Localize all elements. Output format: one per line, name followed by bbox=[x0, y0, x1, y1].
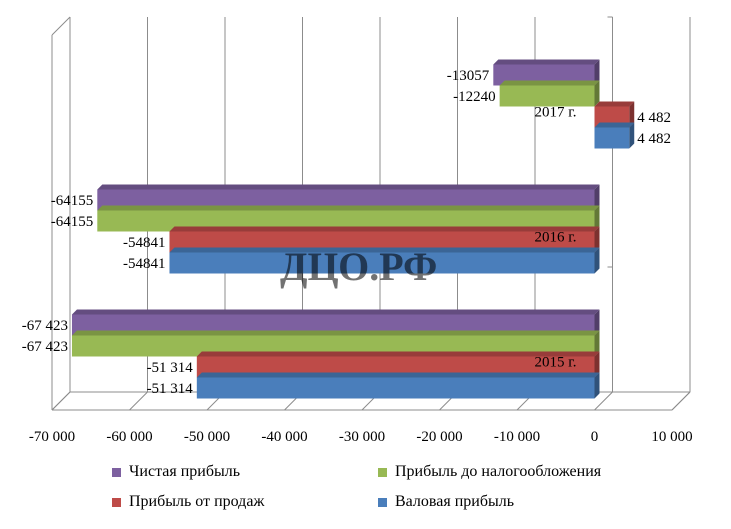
x-tick-label: -40 000 bbox=[261, 429, 307, 445]
bar-side-face bbox=[594, 330, 600, 357]
bar-top-face bbox=[97, 184, 600, 190]
bar-top-face bbox=[71, 309, 600, 315]
bar bbox=[97, 205, 600, 232]
legend-swatch-green bbox=[378, 467, 387, 477]
floor-gridline bbox=[671, 391, 691, 411]
floor-gridline bbox=[51, 391, 71, 411]
data-labels: -67 423 -67 423 -51 314 -51 314 -64155 -64155… bbox=[22, 68, 671, 397]
bar-side-face bbox=[594, 205, 600, 232]
bar-top-face bbox=[196, 372, 600, 378]
data-label: -12240 bbox=[453, 89, 496, 105]
bar-front-face bbox=[594, 127, 630, 149]
x-tick-label: -60 000 bbox=[106, 429, 152, 445]
bar-front-face bbox=[71, 314, 595, 336]
bar-side-face bbox=[594, 351, 600, 378]
bar-front-face bbox=[71, 335, 595, 357]
data-label: -51 314 bbox=[147, 360, 194, 376]
bar bbox=[499, 80, 600, 107]
chart-bars bbox=[71, 59, 635, 399]
bar-top-face bbox=[493, 59, 600, 65]
floor-gridline bbox=[129, 391, 148, 411]
bar-side-face bbox=[629, 122, 635, 149]
bar-front-face bbox=[169, 231, 595, 253]
bar bbox=[493, 59, 600, 86]
x-tick-label: -10 000 bbox=[494, 429, 540, 445]
bar bbox=[594, 122, 635, 149]
category-label: 2016 г. bbox=[535, 230, 577, 246]
x-tick-label: -20 000 bbox=[416, 429, 462, 445]
category-label: 2017 г. bbox=[535, 105, 577, 121]
bar-top-face bbox=[499, 80, 600, 86]
legend-item-net-profit: Чистая прибыль bbox=[112, 463, 240, 481]
data-label: -64155 bbox=[51, 193, 94, 209]
chart-legend: Чистая прибыль Прибыль до налогообложени… bbox=[100, 455, 720, 525]
bar-top-face bbox=[71, 330, 600, 336]
bar-front-face bbox=[196, 377, 595, 399]
bar-top-face bbox=[594, 122, 635, 128]
bar bbox=[97, 184, 600, 211]
bar-top-face bbox=[196, 351, 600, 357]
data-label: -64155 bbox=[51, 214, 94, 230]
bar bbox=[196, 372, 600, 399]
bar-side-face bbox=[594, 226, 600, 253]
legend-item-pretax-profit: Прибыль до налогообложения bbox=[378, 463, 601, 481]
bar bbox=[594, 101, 635, 128]
bar-front-face bbox=[97, 210, 595, 232]
bar bbox=[71, 309, 600, 336]
data-label: 4 482 bbox=[637, 131, 671, 147]
data-label: -54841 bbox=[123, 235, 166, 251]
bar-chart: -70 000 -60 000 -50 000 -40 000 -30 000 -20 0… bbox=[22, 16, 693, 445]
bar bbox=[169, 226, 600, 253]
legend-label: Прибыль до налогообложения bbox=[395, 463, 602, 480]
category-labels: 2015 г. 2016 г. 2017 г. bbox=[535, 105, 577, 371]
bar-top-face bbox=[169, 226, 600, 232]
watermark: ДЦО.РФ bbox=[280, 244, 437, 289]
data-label: 4 482 bbox=[637, 110, 671, 126]
legend-item-sales-profit: Прибыль от продаж bbox=[112, 493, 264, 511]
legend-swatch-purple bbox=[112, 467, 121, 477]
bar-front-face bbox=[499, 85, 595, 107]
legend-swatch-red bbox=[112, 497, 121, 507]
bar-top-face bbox=[169, 247, 600, 253]
data-label: -67 423 bbox=[22, 318, 68, 334]
bar-side-face bbox=[594, 184, 600, 211]
floor-gridline bbox=[594, 391, 613, 411]
x-tick-label: -50 000 bbox=[184, 429, 230, 445]
bar-top-face bbox=[594, 101, 635, 107]
legend-label: Прибыль от продаж bbox=[129, 493, 265, 510]
x-tick-label: 0 bbox=[591, 429, 599, 445]
data-label: -51 314 bbox=[147, 381, 194, 397]
x-tick-label: -70 000 bbox=[29, 429, 75, 445]
left-wall-top-edge bbox=[51, 16, 71, 36]
data-label: -13057 bbox=[447, 68, 490, 84]
bar bbox=[169, 247, 600, 274]
bar-top-face bbox=[97, 205, 600, 211]
x-tick-label: 10 000 bbox=[651, 429, 692, 445]
bar-side-face bbox=[594, 247, 600, 274]
bar-front-face bbox=[493, 64, 595, 86]
x-tick-label: -30 000 bbox=[339, 429, 385, 445]
bar-side-face bbox=[594, 372, 600, 399]
legend-item-gross-profit: Валовая прибыль bbox=[378, 493, 514, 511]
x-axis-ticks: -70 000 -60 000 -50 000 -40 000 -30 000 -20 0… bbox=[29, 429, 693, 445]
bar-side-face bbox=[594, 80, 600, 107]
bar-front-face bbox=[196, 356, 595, 378]
data-label: -54841 bbox=[123, 256, 166, 272]
bar-front-face bbox=[169, 252, 595, 274]
bar-side-face bbox=[594, 309, 600, 336]
data-label: -67 423 bbox=[22, 339, 68, 355]
legend-label: Валовая прибыль bbox=[395, 493, 514, 510]
legend-label: Чистая прибыль bbox=[129, 463, 241, 480]
bar-front-face bbox=[97, 189, 595, 211]
bar bbox=[196, 351, 600, 378]
legend-swatch-blue bbox=[378, 497, 387, 507]
category-label: 2015 г. bbox=[535, 355, 577, 371]
bar-side-face bbox=[594, 59, 600, 86]
bar bbox=[71, 330, 600, 357]
bar-side-face bbox=[629, 101, 635, 128]
bar-front-face bbox=[594, 106, 630, 128]
